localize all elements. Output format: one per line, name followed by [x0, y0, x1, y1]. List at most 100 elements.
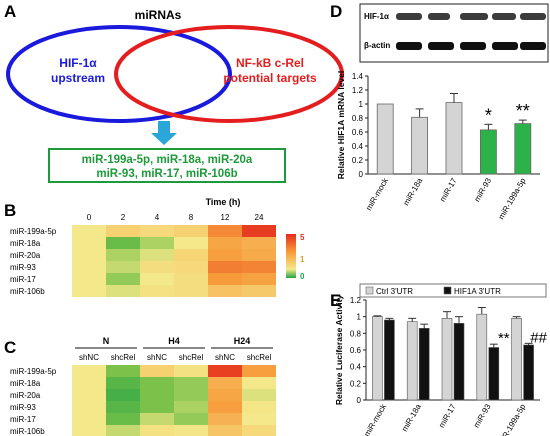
- heatmap-c-cell: [72, 425, 106, 436]
- legend-tick-mid: 1: [300, 255, 305, 264]
- significance-mark: *: [485, 105, 492, 125]
- venn-left-circle: [6, 25, 232, 123]
- heatmap-b-cell: [242, 261, 276, 273]
- legend-tick-max: 5: [300, 233, 305, 242]
- panel-label-b: B: [4, 201, 16, 220]
- heatmap-c-cell: [106, 389, 140, 401]
- heatmap-c-cell: [140, 413, 174, 425]
- y-tick-label: 1.4: [352, 72, 364, 81]
- western-band-actin: [520, 42, 546, 50]
- heatmap-b-cell: [174, 237, 208, 249]
- heatmap-c-cell: [242, 401, 276, 413]
- bar-e-hif1a-miR-93: [488, 347, 500, 401]
- y-tick-label: 0.6: [350, 346, 362, 355]
- heatmap-c-cell: [242, 377, 276, 389]
- heatmap-b-cell: [242, 285, 276, 297]
- heatmap-c-col-label: shNC: [215, 353, 235, 362]
- heatmap-c-cell: [174, 389, 208, 401]
- x-tick-label: miR-93: [472, 176, 493, 203]
- heatmap-b-row-label: miR-93: [10, 263, 36, 272]
- heatmap-b-col-label: 8: [189, 213, 194, 222]
- venn-result-box: [48, 148, 286, 183]
- x-tick-label: miR-93: [472, 402, 493, 429]
- heatmap-b-cell: [140, 237, 174, 249]
- heatmap-c-col-label: shcRel: [247, 353, 272, 362]
- heatmap-c-row-label: miR-20a: [10, 391, 41, 400]
- heatmap-c-row-label: miR-199a-5p: [10, 367, 57, 376]
- western-band-actin: [492, 42, 518, 50]
- bar-d-miR-mock: [376, 103, 394, 175]
- y-tick-label: 0.8: [350, 329, 362, 338]
- heatmap-b-row-label: miR-199a-5p: [10, 227, 57, 236]
- x-tick-label: miR-199a-5p: [496, 402, 527, 436]
- heatmap-c-cell: [242, 425, 276, 436]
- western-band-hif: [520, 13, 546, 20]
- heatmap-c-cell: [208, 377, 242, 389]
- heatmap-b-cell: [208, 249, 242, 261]
- x-tick-label: miR-18a: [401, 176, 424, 207]
- heatmap-c-cell: [72, 365, 106, 377]
- heatmap-b-cell: [174, 249, 208, 261]
- legend-gradient-bar: [286, 234, 296, 278]
- x-tick-label: miR-18a: [400, 402, 423, 433]
- heatmap-c-row-label: miR-18a: [10, 379, 41, 388]
- y-tick-label: 0.4: [352, 142, 364, 151]
- heatmap-b-cell: [208, 237, 242, 249]
- heatmap-c-cell: [208, 425, 242, 436]
- heatmap-c-cell: [242, 389, 276, 401]
- western-blot-frame: [359, 3, 549, 63]
- heatmap-c-row-label: miR-106b: [10, 427, 45, 436]
- heatmap-b-cell: [72, 249, 106, 261]
- heatmap-b-cell: [208, 273, 242, 285]
- heatmap-b-cell: [174, 273, 208, 285]
- heatmap-c-cell: [242, 365, 276, 377]
- legend-swatch: [365, 286, 374, 295]
- heatmap-c-row-label: miR-17: [10, 415, 36, 424]
- heatmap-c-cell: [208, 413, 242, 425]
- heatmap-c-group-label: H24: [234, 336, 251, 346]
- venn-right-label-1: NF-kB c-Rel: [236, 56, 304, 70]
- heatmap-b-row-label: miR-20a: [10, 251, 41, 260]
- bar-e-ctrl-miR-18a: [406, 321, 418, 401]
- heatmap-c-cell: [208, 401, 242, 413]
- heatmap-c-cell: [140, 365, 174, 377]
- western-band-actin: [460, 42, 486, 50]
- bar-e-hif1a-miR-18a: [418, 328, 430, 401]
- heatmap-c-cell: [174, 401, 208, 413]
- y-tick-label: 0.8: [352, 114, 364, 123]
- heatmap-b-cell: [242, 237, 276, 249]
- heatmap-b-title: Time (h): [206, 197, 241, 207]
- heatmap-c-cell: [72, 413, 106, 425]
- heatmap-c-cell: [174, 413, 208, 425]
- panel-a: A miRNAs HIF-1α upstream NF-kB c-Rel pot…: [4, 2, 344, 183]
- heatmap-b-cell: [174, 285, 208, 297]
- x-tick-label: miR-199a-5p: [497, 176, 528, 221]
- heatmap-b-cell: [106, 225, 140, 237]
- heatmap-b-cell: [208, 261, 242, 273]
- heatmap-c-cell: [72, 377, 106, 389]
- western-band-hif: [396, 13, 422, 20]
- x-tick-label: miR-17: [437, 402, 458, 429]
- heatmap-b-row-label: miR-18a: [10, 239, 41, 248]
- heatmap-c-col-label: shNC: [79, 353, 99, 362]
- heatmap-b-cell: [106, 249, 140, 261]
- legend-swatch: [443, 286, 452, 295]
- significance-mark: **: [516, 101, 530, 121]
- heatmap-b-cell: [242, 249, 276, 261]
- panel-d: D HIF-1α β-actin 0 0.2 0.4 0.6 0.8 1 1.2 1.4 Rel…: [330, 2, 549, 221]
- heatmap-b-col-label: 12: [221, 213, 230, 222]
- western-band-hif: [460, 13, 488, 20]
- heatmap-c-cell: [208, 365, 242, 377]
- panel-e: E 0 0.2 0.4 0.6 0.8 1 1.2 Relative Luciferase A…: [330, 283, 548, 436]
- y-tick-label: 0: [359, 170, 364, 179]
- y-tick-label: 1.2: [350, 296, 362, 305]
- significance-mark: ##: [530, 329, 547, 346]
- x-tick-label: miR-mock: [362, 402, 388, 436]
- heatmap-b-col-label: 2: [121, 213, 126, 222]
- heatmap-c-cell: [106, 425, 140, 436]
- western-band-hif: [428, 13, 450, 20]
- heatmap-b-cell: [72, 225, 106, 237]
- heatmap-b-cell: [72, 285, 106, 297]
- heatmap-b-col-label: 0: [87, 213, 92, 222]
